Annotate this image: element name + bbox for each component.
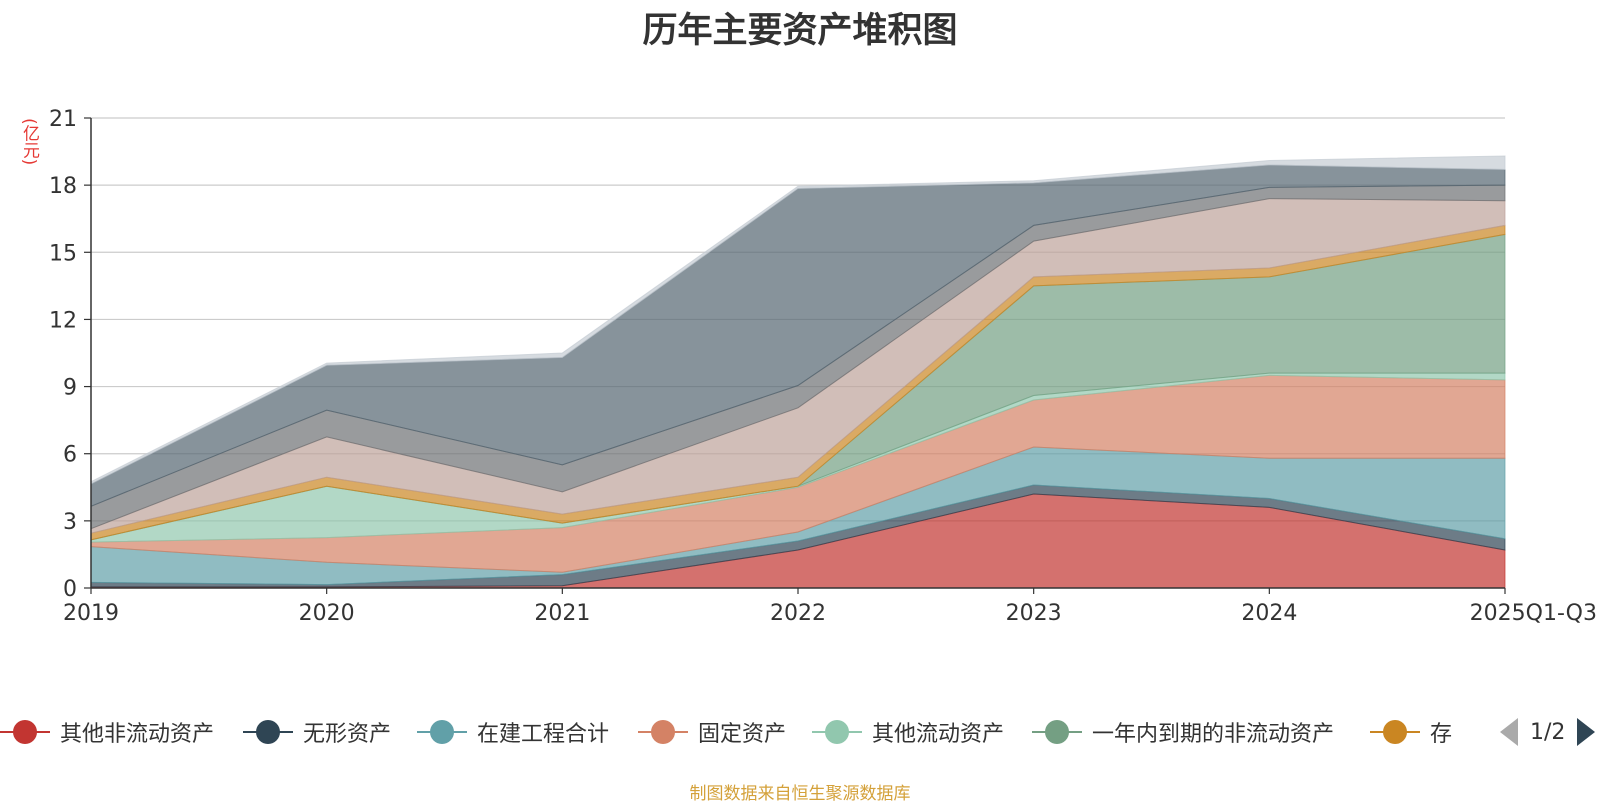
legend-item[interactable]: 存 [1370, 712, 1452, 752]
legend-marker-icon [638, 719, 688, 745]
y-tick-label: 21 [49, 107, 77, 132]
legend-marker-icon [0, 719, 50, 745]
legend-label: 一年内到期的非流动资产 [1092, 722, 1335, 747]
legend-page-text: 1/2 [1530, 719, 1566, 745]
area-layer: 其他非流动资产无形资产在建工程合计固定资产其他流动资产一年内到期的非流动资产存货… [90, 155, 1506, 589]
y-tick-label: 9 [63, 376, 77, 401]
legend-label: 存 [1430, 722, 1453, 747]
x-tick-label: 2019 [63, 601, 119, 626]
legend-pager: 1/2 [1500, 712, 1600, 752]
y-tick-label: 3 [63, 510, 77, 535]
legend-label: 其他非流动资产 [60, 722, 215, 747]
legend-item[interactable]: 一年内到期的非流动资产 [1032, 712, 1334, 752]
x-tick-label: 2023 [1006, 601, 1062, 626]
legend-next-icon[interactable] [1577, 718, 1596, 746]
chart-title: 历年主要资产堆积图 [642, 11, 958, 51]
legend-prev-icon[interactable] [1500, 718, 1518, 746]
stacked-area-chart: 其他非流动资产无形资产在建工程合计固定资产其他流动资产一年内到期的非流动资产存货… [49, 107, 1597, 626]
x-tick-label: 2024 [1241, 601, 1297, 626]
y-axis-unit: (亿元) [19, 118, 39, 166]
legend-marker-icon [1032, 719, 1082, 745]
x-tick-label: 2025Q1-Q3 [1470, 601, 1597, 626]
legend-label: 其他流动资产 [872, 722, 1005, 747]
y-tick-label: 0 [63, 577, 77, 602]
legend-item[interactable]: 在建工程合计 [417, 712, 609, 752]
axis-layer: 0 3 6 9 12 15 18 21 2019 2020 2021 2022 2023 2024 2025… [49, 107, 1597, 626]
y-tick-label: 18 [49, 174, 77, 199]
x-tick-label: 2022 [770, 601, 826, 626]
legend-marker-icon [417, 719, 467, 745]
legend-item[interactable]: 无形资产 [243, 712, 391, 752]
legend-marker-icon [243, 719, 293, 745]
x-tick-label: 2020 [299, 601, 355, 626]
x-tick-label: 2021 [534, 601, 590, 626]
legend-label: 固定资产 [698, 722, 787, 747]
legend-item[interactable]: 固定资产 [638, 712, 786, 752]
y-tick-label: 15 [49, 241, 77, 266]
legend-item[interactable]: 其他流动资产 [812, 712, 1004, 752]
source-note: 制图数据来自恒生聚源数据库 [689, 784, 911, 804]
legend: 其他非流动资产 无形资产 在建工程合计 固定资产 其他流动资产 一年内到期的非流动资产 存 [0, 712, 1600, 752]
legend-label: 在建工程合计 [477, 722, 610, 747]
legend-label: 无形资产 [303, 722, 392, 747]
y-tick-label: 6 [63, 443, 77, 468]
legend-item[interactable]: 其他非流动资产 [0, 712, 214, 752]
legend-marker-icon [1370, 719, 1420, 745]
y-tick-label: 12 [49, 308, 77, 333]
legend-marker-icon [812, 719, 862, 745]
area-series-10[interactable]: 其他 [90, 155, 1506, 485]
